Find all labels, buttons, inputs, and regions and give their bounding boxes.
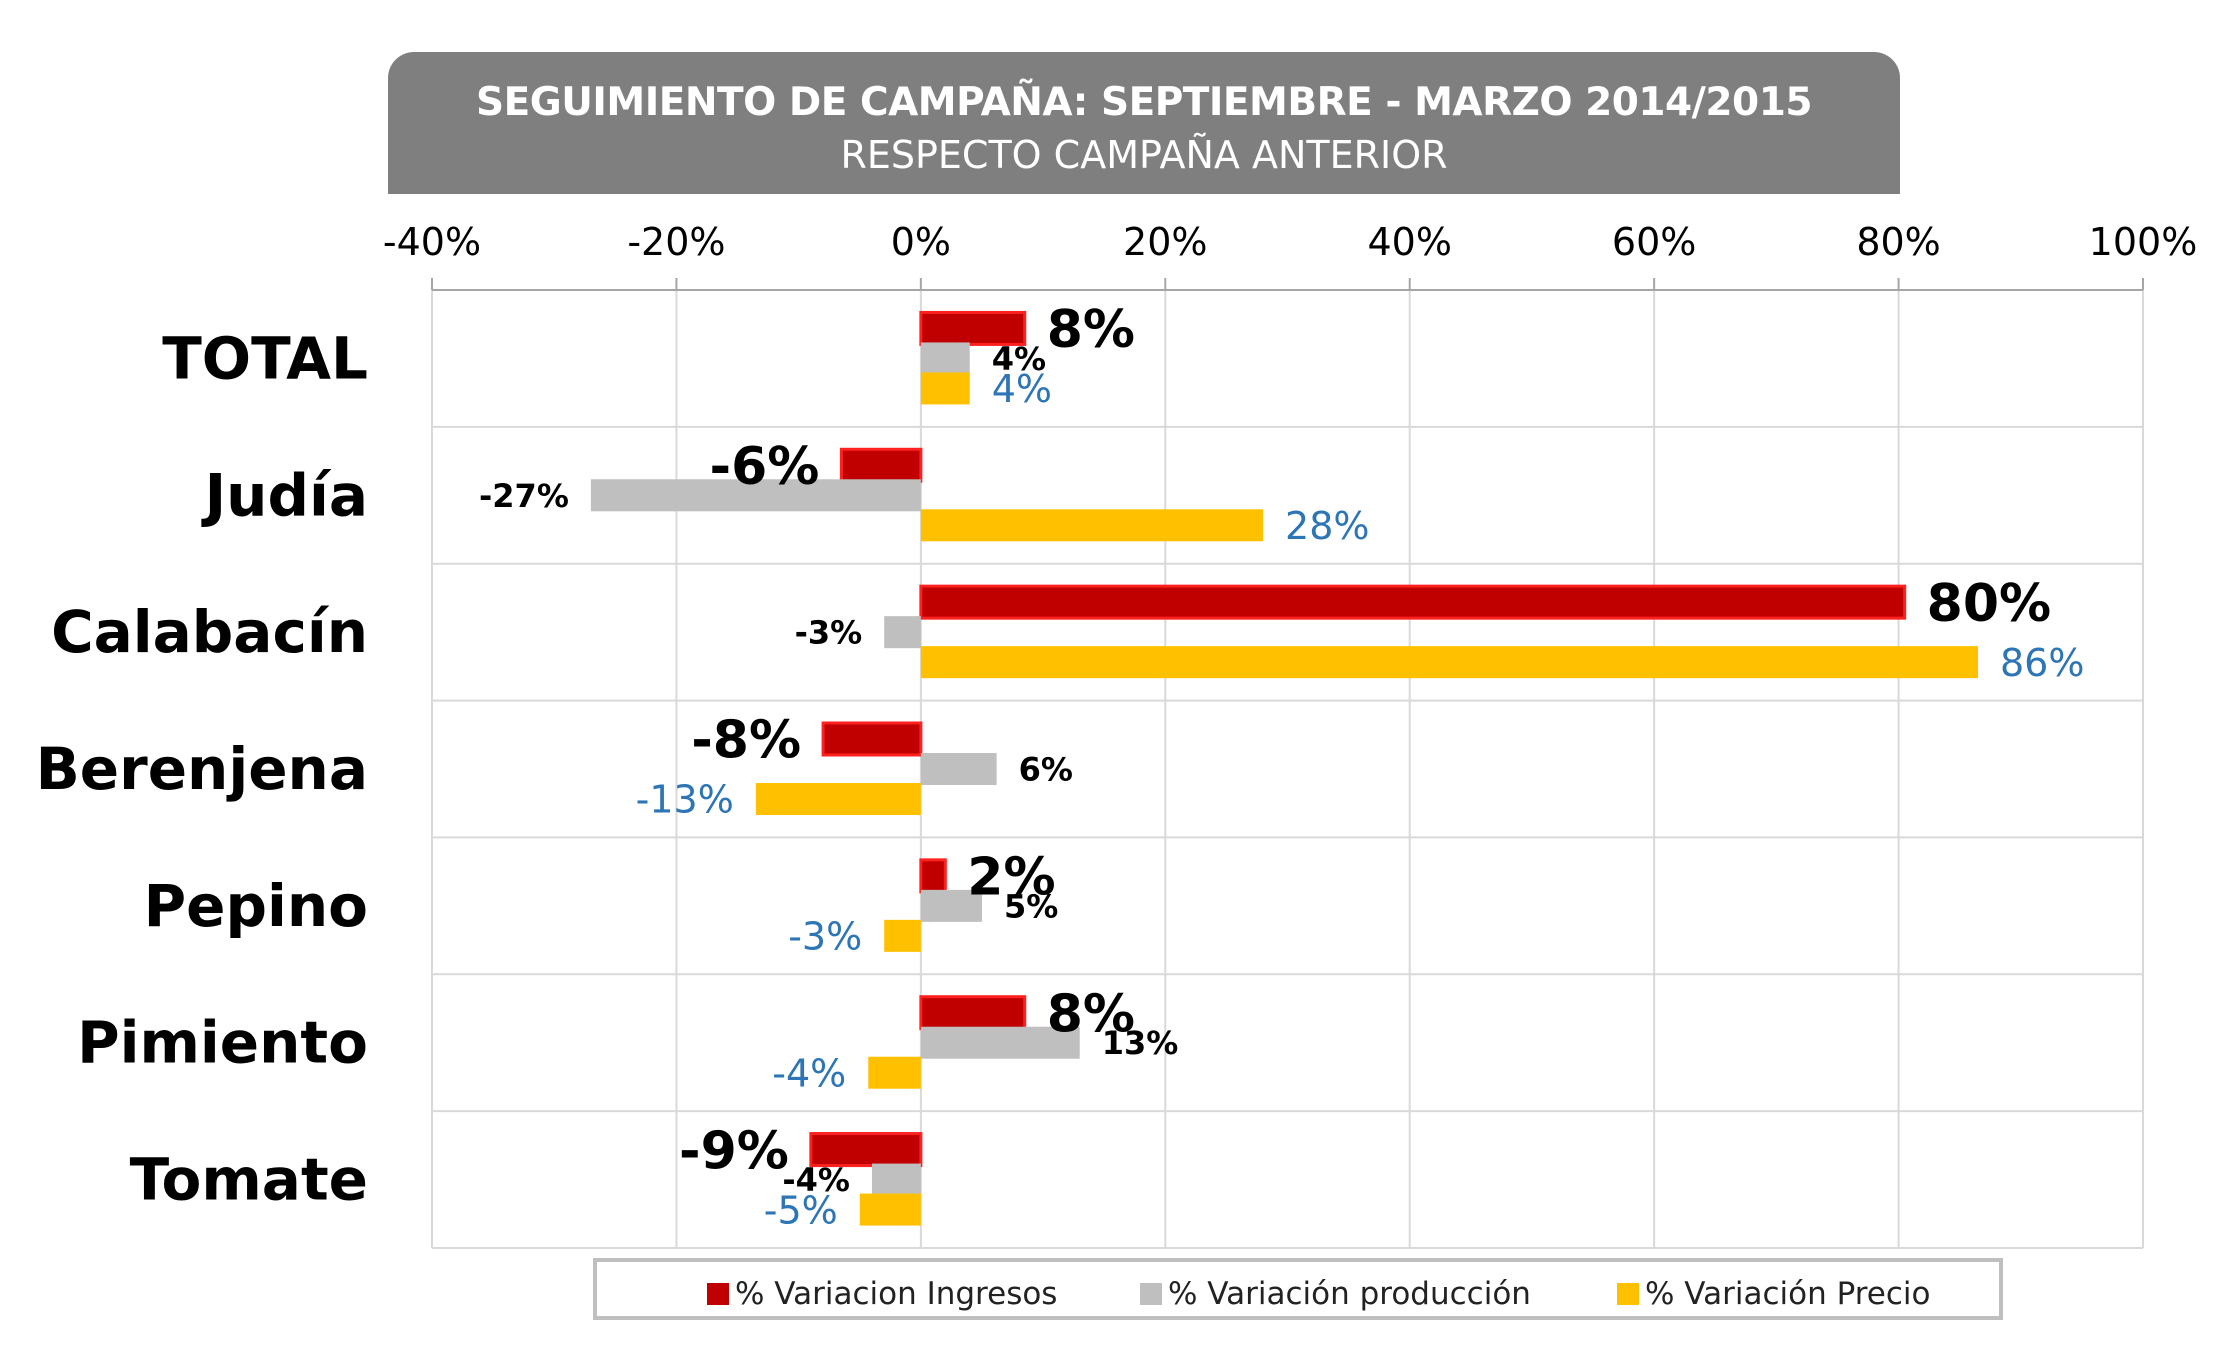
data-label-2-1: 28% [1285,504,1369,548]
category-label-layer: TOTAL Judía Calabacín Berenjena Pepino Pimien… [36,324,368,1213]
data-label-1-6: -4% [782,1161,850,1199]
bar-2-0 [920,372,970,405]
data-label-1-2: -3% [795,614,863,652]
bar-0-3 [821,721,923,757]
data-label-2-5: -4% [772,1051,846,1095]
bar-0-6 [809,1132,923,1168]
data-label-1-1: -27% [479,477,569,515]
category-label: Calabacín [51,598,368,666]
x-tick-label: 100% [2089,220,2198,264]
data-label-0-1: -6% [710,437,820,497]
category-label: Berenjena [36,735,368,803]
data-label-1-3: 6% [1019,751,1073,789]
data-label-1-5: 13% [1102,1024,1179,1062]
bar-0-1 [839,447,923,483]
legend-swatch-produccion [1140,1283,1162,1305]
legend-swatch-precio [1617,1283,1639,1305]
bar-1-3 [920,753,997,785]
chart-title-box: SEGUIMIENTO DE CAMPAÑA: SEPTIEMBRE - MAR… [388,52,1900,194]
x-tick-label: 20% [1123,220,1207,264]
bar-0-2 [919,584,1907,620]
bar-layer [590,310,1979,1226]
data-label-0-5: 8% [1047,984,1135,1044]
bar-1-4 [920,889,982,922]
legend-label-ingresos: % Variacion Ingresos [735,1276,1058,1312]
data-label-layer: 8% -6% 80% -8% 2% 8% -9% 4% -27% -3% 6% 5% 13% -4% 4% 2… [479,300,2084,1232]
legend-item-produccion: % Variación producción [1140,1276,1531,1312]
bar-1-0 [920,342,970,375]
bar-2-1 [920,509,1264,542]
x-tick-label: 40% [1367,220,1451,264]
legend-label-precio: % Variación Precio [1645,1276,1931,1312]
bar-1-2 [884,616,921,649]
x-tick-label: -20% [627,220,725,264]
legend-label-produccion: % Variación producción [1168,1276,1531,1312]
data-label-2-3: -13% [636,778,734,822]
x-tick-label: 80% [1856,220,1940,264]
data-label-1-0: 4% [992,340,1046,378]
chart-title: SEGUIMIENTO DE CAMPAÑA: SEPTIEMBRE - MAR… [476,80,1812,125]
bar-1-5 [920,1026,1080,1059]
bar-2-2 [920,646,1979,679]
data-label-1-4: 5% [1004,887,1058,925]
data-label-2-2: 86% [2000,641,2084,685]
data-label-2-0: 4% [992,367,1052,411]
bar-0-0 [919,310,1027,346]
legend: % Variacion Ingresos % Variación producc… [593,1258,2003,1320]
bar-2-6 [859,1193,921,1226]
data-label-0-4: 2% [967,848,1055,908]
x-tick-layer: -40% -20% 0% 20% 40% 60% 80% 100% [383,220,2198,291]
bar-1-6 [871,1163,921,1196]
category-label: Judía [201,461,368,529]
data-label-0-6: -9% [679,1121,789,1181]
data-label-0-3: -8% [691,711,801,771]
data-label-2-4: -3% [788,915,862,959]
data-label-0-2: 80% [1927,574,2051,634]
bar-2-5 [868,1056,921,1089]
x-tick-label: 0% [891,220,951,264]
chart-subtitle: RESPECTO CAMPAÑA ANTERIOR [840,133,1448,177]
legend-item-ingresos: % Variacion Ingresos [707,1276,1057,1312]
bar-0-5 [919,995,1027,1031]
grid-layer [431,289,2144,1249]
data-label-0-0: 8% [1047,300,1135,360]
bar-1-1 [590,479,921,512]
category-label: Tomate [130,1146,368,1214]
category-label: Pimiento [77,1009,368,1077]
x-tick-label: 60% [1612,220,1696,264]
legend-item-precio: % Variación Precio [1617,1276,1931,1312]
legend-swatch-ingresos [707,1283,729,1305]
bar-2-4 [884,919,921,952]
category-label: TOTAL [162,324,368,392]
data-label-2-6: -5% [764,1188,838,1232]
category-label: Pepino [144,872,368,940]
bar-0-4 [919,858,947,894]
x-tick-label: -40% [383,220,481,264]
bar-2-3 [755,783,921,815]
